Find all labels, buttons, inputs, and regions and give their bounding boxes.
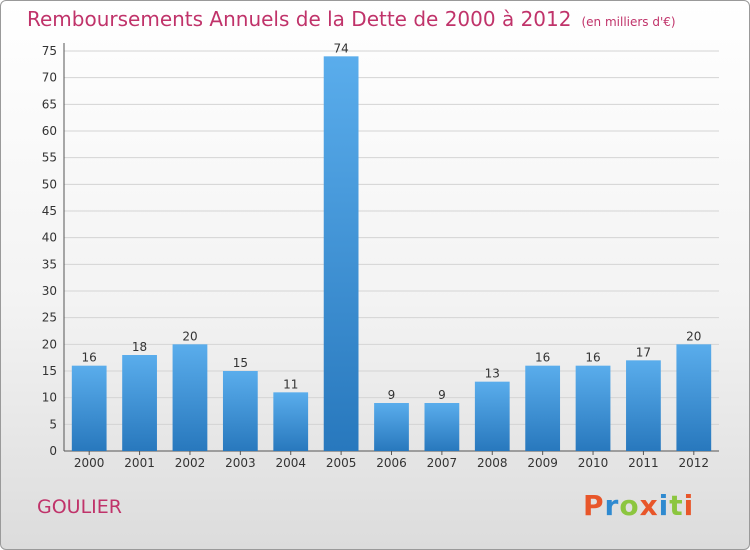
y-tick-label: 30: [42, 284, 57, 298]
x-tick-label: 2010: [578, 456, 609, 470]
x-tick-label: 2012: [679, 456, 710, 470]
logo-letter: P: [583, 489, 605, 522]
y-tick-label: 15: [42, 364, 57, 378]
logo-letter: o: [619, 489, 640, 522]
proxiti-logo: Proxiti: [583, 489, 694, 522]
y-tick-label: 0: [49, 444, 57, 458]
chart-subtitle: (en milliers d'€): [581, 15, 676, 29]
data-label: 16: [535, 351, 550, 365]
data-label: 20: [182, 329, 197, 343]
data-label: 20: [686, 329, 701, 343]
y-tick-label: 55: [42, 151, 57, 165]
logo-letter: t: [669, 489, 684, 522]
y-tick-label: 65: [42, 97, 57, 111]
data-label: 15: [233, 356, 248, 370]
logo-letter: i: [658, 489, 670, 522]
bar: [374, 403, 409, 451]
x-tick-label: 2004: [275, 456, 306, 470]
chart-title-text: Remboursements Annuels de la Dette de 20…: [27, 7, 572, 31]
data-label: 17: [636, 345, 651, 359]
bar: [424, 403, 460, 451]
data-label: 74: [333, 41, 348, 55]
logo-letter: x: [639, 489, 659, 522]
y-tick-label: 5: [49, 417, 57, 431]
bar: [525, 365, 561, 451]
commune-name: GOULIER: [37, 496, 122, 518]
data-label: 9: [438, 388, 446, 402]
x-tick-label: 2011: [628, 456, 659, 470]
y-tick-label: 25: [42, 311, 57, 325]
logo-letter: r: [604, 489, 620, 522]
y-tick-label: 35: [42, 257, 57, 271]
data-label: 16: [82, 351, 97, 365]
data-label: 16: [585, 351, 600, 365]
y-tick-label: 60: [42, 124, 57, 138]
x-tick-label: 2001: [124, 456, 155, 470]
x-tick-label: 2003: [225, 456, 256, 470]
x-tick-label: 2000: [74, 456, 105, 470]
data-label: 18: [132, 340, 147, 354]
logo-letter: i: [683, 489, 695, 522]
data-label: 13: [485, 367, 500, 381]
x-tick-label: 2007: [427, 456, 458, 470]
x-tick-label: 2009: [527, 456, 558, 470]
x-tick-label: 2002: [175, 456, 206, 470]
bar: [222, 371, 258, 451]
y-tick-label: 75: [42, 44, 57, 58]
bar: [626, 360, 661, 451]
data-label: 11: [283, 377, 298, 391]
chart-title: Remboursements Annuels de la Dette de 20…: [27, 7, 676, 31]
y-tick-label: 10: [42, 391, 57, 405]
y-tick-label: 40: [42, 231, 57, 245]
bar: [172, 344, 208, 451]
bar: [676, 344, 712, 451]
bar: [122, 355, 157, 451]
y-tick-label: 50: [42, 177, 57, 191]
y-tick-label: 70: [42, 71, 57, 85]
bar: [575, 365, 611, 451]
bar: [474, 381, 510, 451]
data-label: 9: [388, 388, 396, 402]
y-tick-label: 20: [42, 337, 57, 351]
x-tick-label: 2006: [376, 456, 407, 470]
bar: [71, 365, 107, 451]
bar: [273, 392, 309, 451]
x-tick-label: 2008: [477, 456, 508, 470]
y-tick-label: 45: [42, 204, 57, 218]
bar: [323, 56, 359, 451]
x-tick-label: 2005: [326, 456, 357, 470]
